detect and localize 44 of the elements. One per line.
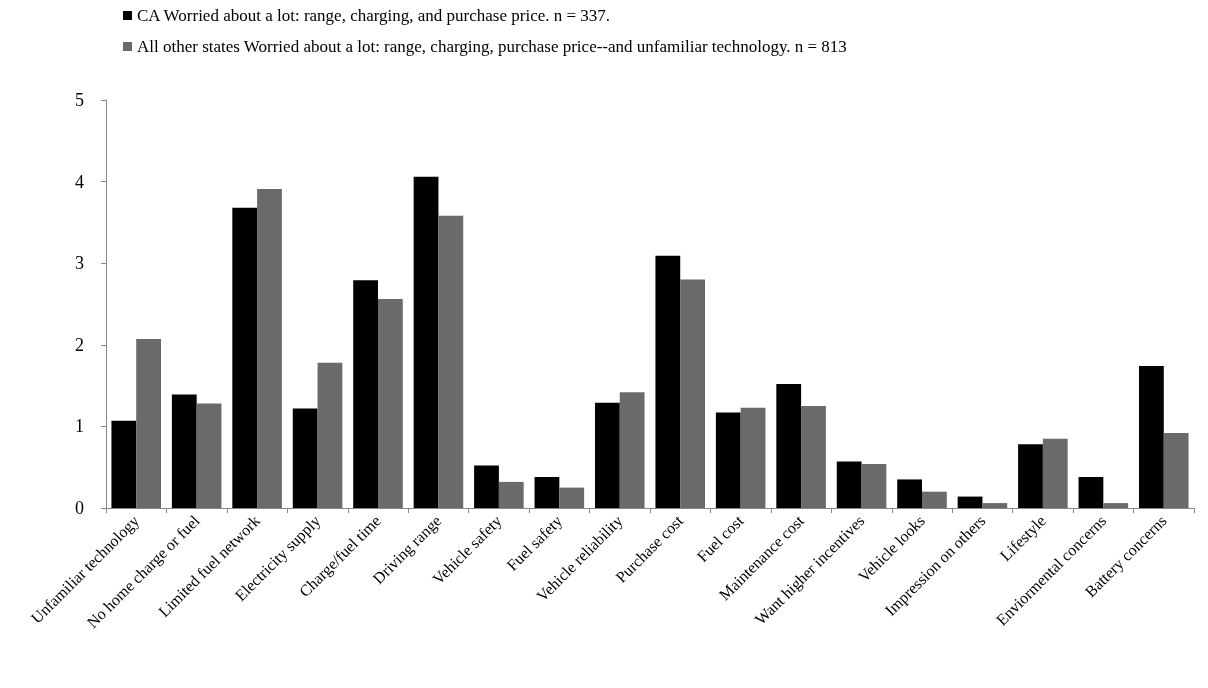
- bar: [111, 420, 137, 508]
- bar: [715, 412, 741, 508]
- y-tick-label: 1: [75, 416, 84, 437]
- y-tick-label: 3: [75, 253, 84, 274]
- bar: [559, 487, 585, 508]
- bar: [1018, 444, 1043, 508]
- y-tick-label: 0: [75, 498, 84, 518]
- bar: [595, 402, 620, 508]
- bar: [922, 491, 947, 508]
- bar: [257, 188, 282, 508]
- bar: [353, 280, 378, 508]
- bar: [413, 176, 439, 508]
- legend-label: CA Worried about a lot: range, charging, and purchase price. n = 337.: [137, 6, 611, 25]
- bar: [861, 463, 887, 508]
- bar: [378, 299, 403, 508]
- bar: [619, 392, 645, 508]
- y-tick-label: 2: [75, 334, 84, 355]
- bar: [1103, 503, 1129, 508]
- bar: [740, 407, 766, 508]
- bar: [801, 406, 826, 508]
- bar: [957, 496, 983, 508]
- bar: [680, 279, 705, 508]
- bar: [1139, 366, 1164, 508]
- bar: [196, 403, 222, 508]
- bar: [232, 207, 258, 508]
- bar: [292, 408, 318, 508]
- bar: [982, 503, 1008, 508]
- bar: [1042, 438, 1068, 508]
- y-tick-label: 5: [75, 90, 84, 110]
- bar: [897, 479, 922, 508]
- bar: [317, 362, 343, 508]
- bar: [498, 481, 524, 508]
- bar: [534, 476, 560, 508]
- bar: [836, 461, 862, 508]
- bar: [474, 465, 499, 508]
- legend-label: All other states Worried about a lot: range, charging, purchase price--and unfamiliar technology. n = 813: [137, 37, 847, 56]
- bar: [655, 255, 681, 508]
- bar: [136, 339, 161, 508]
- y-tick-label: 4: [75, 171, 84, 192]
- bar: [1078, 476, 1104, 508]
- bar: [171, 394, 197, 508]
- bar: [776, 383, 802, 508]
- bar: [438, 215, 464, 508]
- bar: [1163, 432, 1189, 508]
